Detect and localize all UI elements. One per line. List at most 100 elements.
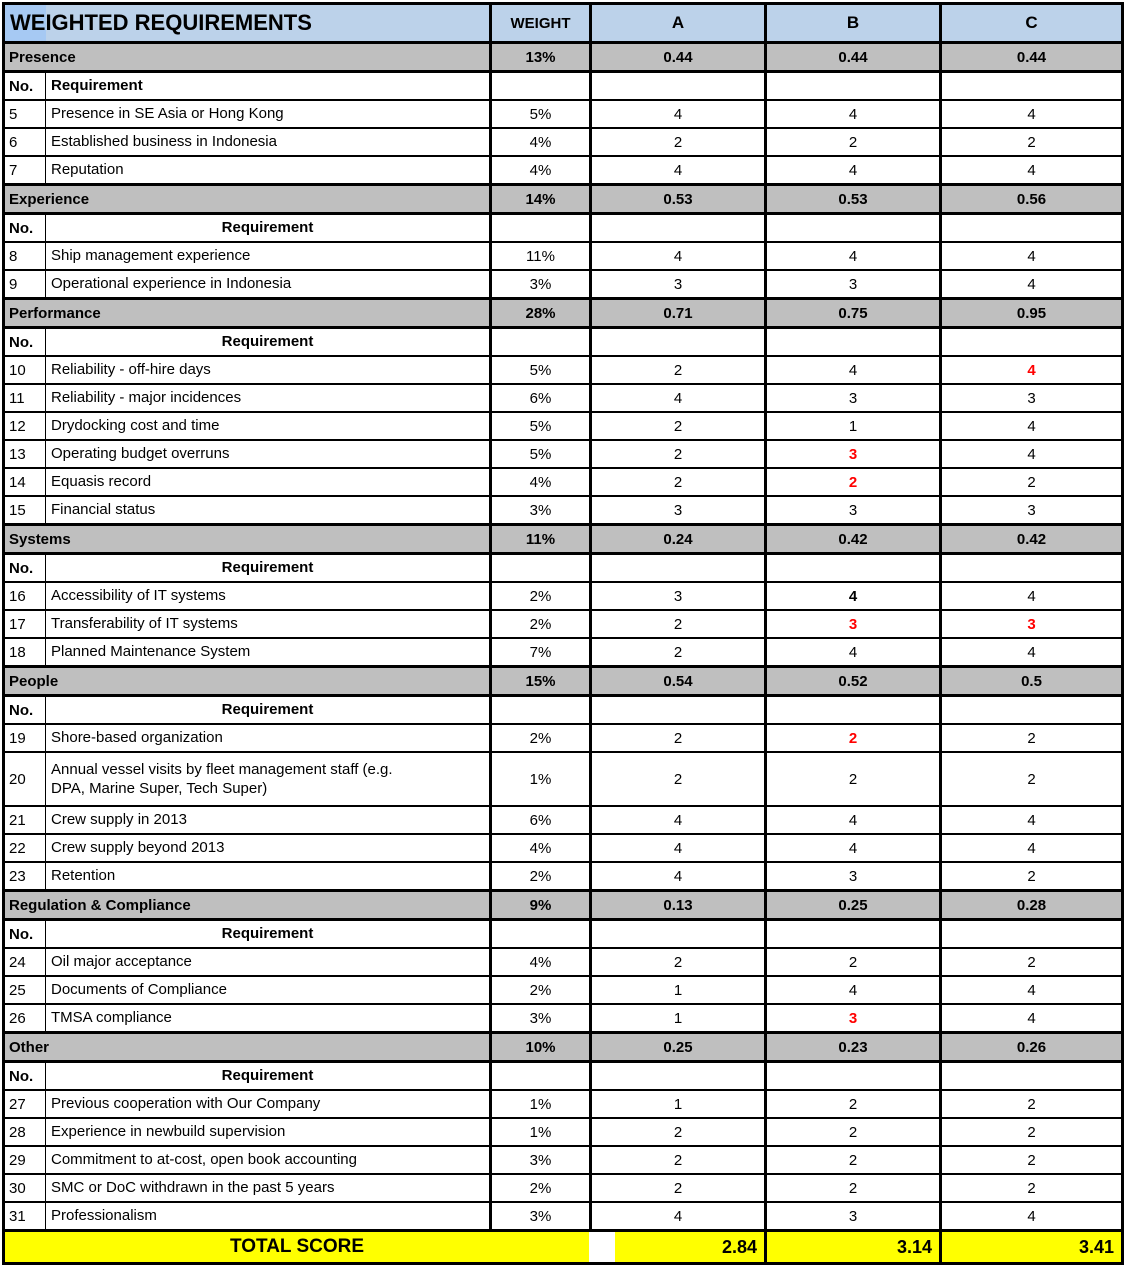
- total-score-b: 3.14: [767, 1232, 942, 1262]
- score-c: 4: [1027, 105, 1036, 123]
- requirement-column-header: Requirement: [46, 697, 492, 723]
- empty-score-cell: [942, 215, 1121, 241]
- requirement-row-26: 26 TMSA compliance 3% 1 3 4: [5, 1005, 1121, 1033]
- requirement-number: 12: [5, 413, 46, 439]
- requirement-number: 9: [5, 271, 46, 297]
- requirement-row-8: 8 Ship management experience 11% 4 4 4: [5, 243, 1121, 271]
- empty-score-cell: [767, 215, 942, 241]
- requirement-number: 27: [5, 1091, 46, 1117]
- requirement-text: Commitment to at-cost, open book account…: [46, 1147, 492, 1173]
- score-b: 3: [767, 385, 942, 411]
- requirement-weight: 1%: [492, 1119, 592, 1145]
- score-a: 2: [592, 639, 767, 665]
- empty-score-cell: [942, 921, 1121, 947]
- empty-score-cell: [592, 73, 767, 99]
- score-b: 1: [767, 413, 942, 439]
- requirement-number: 5: [5, 101, 46, 127]
- requirement-row-31: 31 Professionalism 3% 4 3 4: [5, 1203, 1121, 1231]
- score-a: 4: [592, 385, 767, 411]
- score-c: 4: [1027, 161, 1036, 179]
- section-name: Regulation & Compliance: [5, 892, 492, 918]
- score-b: 3: [767, 1203, 942, 1229]
- requirement-row-15: 15 Financial status 3% 3 3 3: [5, 497, 1121, 525]
- section-score-c: 0.5: [942, 668, 1121, 694]
- score-c: 2: [1027, 729, 1036, 747]
- section-weight: 14%: [492, 186, 592, 212]
- section-score-c: 0.26: [942, 1034, 1121, 1060]
- section-score-a: 0.24: [592, 526, 767, 552]
- score-a: 2: [592, 1119, 767, 1145]
- score-a: 2: [592, 357, 767, 383]
- requirement-row-10: 10 Reliability - off-hire days 5% 2 4 4: [5, 357, 1121, 385]
- requirement-row-7: 7 Reputation 4% 4 4 4: [5, 157, 1121, 185]
- section-name: People: [5, 668, 492, 694]
- total-score-row: TOTAL SCORE 2.84 3.14 3.41: [5, 1231, 1121, 1262]
- requirement-text: Established business in Indonesia: [46, 129, 492, 155]
- score-c: 2: [1027, 1179, 1036, 1197]
- empty-score-cell: [942, 329, 1121, 355]
- requirement-weight: 2%: [492, 725, 592, 751]
- score-b: 2: [767, 1147, 942, 1173]
- requirement-header-row: No. Requirement: [5, 697, 1121, 725]
- requirement-weight: 1%: [492, 1091, 592, 1117]
- requirement-number: 11: [5, 385, 46, 411]
- requirement-row-9: 9 Operational experience in Indonesia 3% 3 3…: [5, 271, 1121, 299]
- score-a: 2: [592, 1147, 767, 1173]
- requirement-weight: 3%: [492, 497, 592, 523]
- requirement-row-24: 24 Oil major acceptance 4% 2 2 2: [5, 949, 1121, 977]
- requirement-row-18: 18 Planned Maintenance System 7% 2 4 4: [5, 639, 1121, 667]
- score-b: 4: [767, 835, 942, 861]
- empty-score-cell: [592, 697, 767, 723]
- section-score-c: 0.95: [942, 300, 1121, 326]
- section-score-a: 0.71: [592, 300, 767, 326]
- section-row-4: People 15% 0.54 0.52 0.5: [5, 667, 1121, 697]
- section-score-b: 0.44: [767, 44, 942, 70]
- requirement-number: 25: [5, 977, 46, 1003]
- score-b: 4: [767, 243, 942, 269]
- empty-score-cell: [592, 555, 767, 581]
- requirement-text: Reliability - major incidences: [46, 385, 492, 411]
- requirement-column-header: Requirement: [46, 921, 492, 947]
- requirement-weight: 1%: [492, 753, 592, 805]
- score-a: 3: [592, 583, 767, 609]
- requirement-weight: 2%: [492, 1175, 592, 1201]
- score-b: 2: [767, 1175, 942, 1201]
- section-row-5: Regulation & Compliance 9% 0.13 0.25 0.28: [5, 891, 1121, 921]
- score-b: 3: [767, 271, 942, 297]
- section-score-b: 0.23: [767, 1034, 942, 1060]
- requirement-text: Oil major acceptance: [46, 949, 492, 975]
- requirement-text: Shore-based organization: [46, 725, 492, 751]
- requirement-row-21: 21 Crew supply in 2013 6% 4 4 4: [5, 807, 1121, 835]
- requirement-weight: 2%: [492, 977, 592, 1003]
- section-score-b: 0.75: [767, 300, 942, 326]
- empty-score-cell: [592, 921, 767, 947]
- total-score-c: 3.41: [942, 1232, 1121, 1262]
- requirement-number: 28: [5, 1119, 46, 1145]
- requirement-weight: 3%: [492, 271, 592, 297]
- score-b: 4: [767, 157, 942, 183]
- score-a: 4: [592, 835, 767, 861]
- requirement-number: 23: [5, 863, 46, 889]
- score-c: 4: [1027, 643, 1036, 661]
- section-score-a: 0.13: [592, 892, 767, 918]
- requirement-weight: 2%: [492, 611, 592, 637]
- section-weight: 11%: [492, 526, 592, 552]
- score-b: 2: [767, 725, 942, 751]
- requirement-row-30: 30 SMC or DoC withdrawn in the past 5 yea…: [5, 1175, 1121, 1203]
- empty-score-cell: [942, 555, 1121, 581]
- requirement-text: Drydocking cost and time: [46, 413, 492, 439]
- score-c: 4: [1027, 839, 1036, 857]
- requirement-text: Operational experience in Indonesia: [46, 271, 492, 297]
- score-c: 4: [1027, 981, 1036, 999]
- no-column-header: No.: [5, 329, 46, 355]
- section-score-a: 0.54: [592, 668, 767, 694]
- no-column-header: No.: [5, 215, 46, 241]
- requirement-number: 8: [5, 243, 46, 269]
- requirement-text: Annual vessel visits by fleet management…: [46, 753, 492, 805]
- requirement-text: Equasis record: [46, 469, 492, 495]
- requirement-text: Crew supply in 2013: [46, 807, 492, 833]
- requirement-weight: 3%: [492, 1005, 592, 1031]
- score-a: 4: [592, 1203, 767, 1229]
- requirement-column-header: Requirement: [46, 555, 492, 581]
- section-row-0: Presence 13% 0.44 0.44 0.44: [5, 43, 1121, 73]
